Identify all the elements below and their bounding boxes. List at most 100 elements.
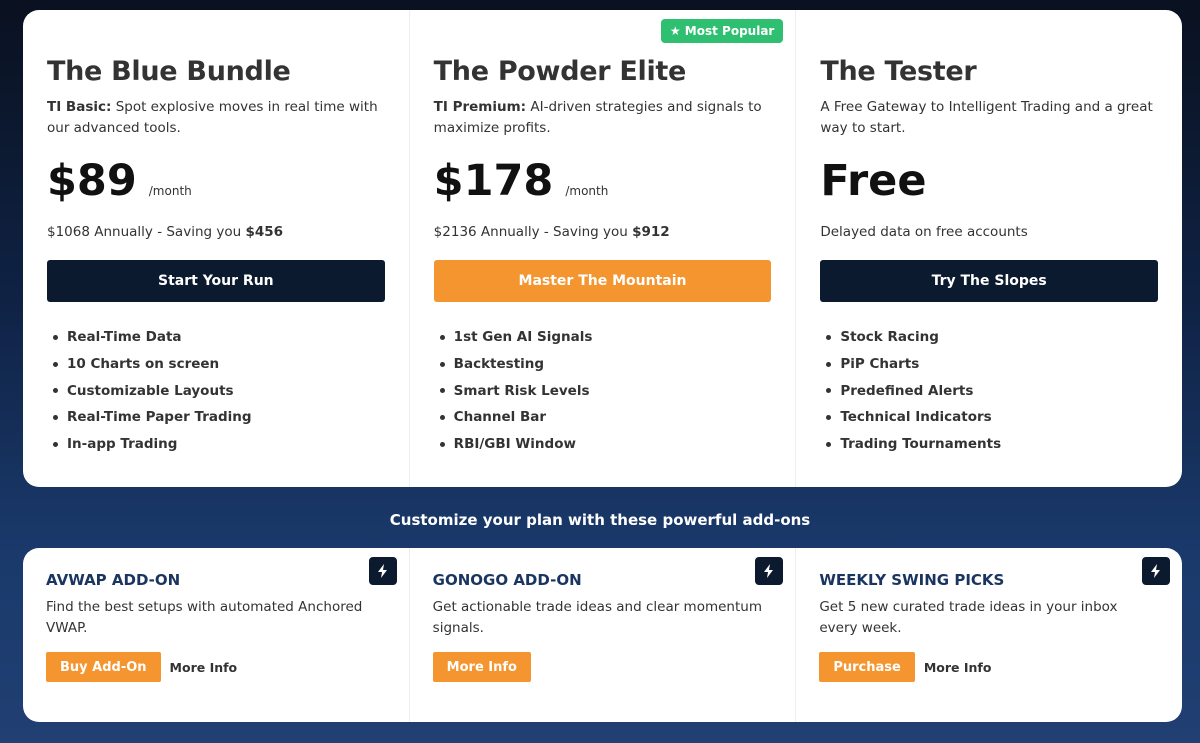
feature-item: Real-Time Data [47, 324, 385, 351]
bullet-icon [826, 441, 832, 447]
addon-description: Get 5 new curated trade ideas in your in… [819, 599, 1118, 636]
annual-price: $2136 Annually - Saving you $912 [434, 224, 772, 244]
plan-title: The Blue Bundle [47, 56, 291, 87]
saving-amount: $912 [632, 224, 670, 240]
feature-label: Predefined Alerts [840, 382, 974, 399]
bullet-icon [826, 388, 832, 394]
feature-label: PiP Charts [840, 356, 920, 373]
try-the-slopes-button[interactable]: Try The Slopes [820, 260, 1159, 302]
feature-item: 10 Charts on screen [47, 351, 385, 378]
addons-heading: Customize your plan with these powerful … [389, 511, 811, 529]
addon-description: Get actionable trade ideas and clear mom… [432, 599, 762, 636]
plan-description: TI Basic: Spot explosive moves in real t… [47, 97, 385, 139]
buy-add-on-button[interactable]: Buy Add-On [46, 652, 161, 682]
most-popular-badge: ★ Most Popular [660, 19, 784, 43]
lightning-icon [755, 557, 784, 585]
bullet-icon [53, 388, 58, 394]
feature-label: Stock Racing [840, 329, 939, 346]
addon-description: Find the best setups with automated Anch… [46, 599, 363, 636]
bullet-icon [53, 414, 58, 420]
plan-powder-elite: ★ Most Popular The Powder Elite TI Premi… [410, 10, 797, 487]
annual-text: $1068 Annually - Saving you [47, 224, 246, 240]
feature-item: RBI/GBI Window [434, 431, 772, 458]
star-icon: ★ [669, 24, 681, 38]
feature-item: Smart Risk Levels [434, 377, 772, 404]
addon-avwap: AVWAP ADD-ON Find the best setups with a… [23, 548, 410, 722]
annual-price: $1068 Annually - Saving you $456 [47, 224, 385, 244]
pricing-card: The Blue Bundle TI Basic: Spot explosive… [23, 10, 1182, 487]
feature-item: PiP Charts [820, 351, 1158, 378]
bullet-icon [53, 441, 58, 447]
addon-gonogo: GONOGO ADD-ON Get actionable trade ideas… [410, 548, 797, 722]
bullet-icon [826, 334, 832, 340]
plan-desc-text: Spot explosive moves in real time with o… [47, 99, 378, 136]
feature-list: Real-Time Data 10 Charts on screen Custo… [47, 324, 385, 457]
price-amount: $89 [47, 156, 137, 206]
addon-actions: Buy Add-On More Info [46, 652, 386, 682]
addon-actions: Purchase More Info [819, 652, 1159, 682]
plan-title: The Powder Elite [433, 56, 687, 87]
feature-label: RBI/GBI Window [453, 436, 576, 453]
feature-list: 1st Gen AI Signals Backtesting Smart Ris… [434, 324, 772, 457]
bullet-icon [826, 414, 832, 420]
bullet-icon [439, 361, 445, 367]
plan-price: Free [820, 156, 1158, 214]
lightning-icon [1142, 557, 1171, 585]
feature-item: Trading Tournaments [820, 431, 1158, 458]
feature-label: Technical Indicators [840, 409, 992, 426]
feature-item: Real-Time Paper Trading [47, 404, 385, 431]
more-info-link[interactable]: More Info [169, 659, 238, 675]
feature-item: Stock Racing [820, 324, 1158, 351]
feature-item: Customizable Layouts [47, 377, 385, 404]
feature-label: Trading Tournaments [840, 436, 1002, 453]
feature-item: In-app Trading [47, 431, 385, 458]
feature-label: Real-Time Paper Trading [67, 409, 252, 426]
saving-amount: $456 [245, 224, 284, 240]
bullet-icon [439, 414, 445, 420]
price-amount: Free [820, 156, 927, 206]
master-the-mountain-button[interactable]: Master The Mountain [433, 260, 772, 302]
bullet-icon [439, 388, 445, 394]
addon-title: GONOGO ADD-ON [432, 571, 582, 589]
addons-card: AVWAP ADD-ON Find the best setups with a… [23, 548, 1182, 722]
purchase-button[interactable]: Purchase [819, 652, 915, 682]
plan-price: $89/month [47, 156, 385, 214]
price-period: /month [565, 184, 609, 198]
plan-tier: TI Basic: [47, 99, 112, 115]
bullet-icon [439, 334, 445, 340]
feature-label: 1st Gen AI Signals [453, 329, 593, 346]
feature-label: Channel Bar [453, 409, 547, 426]
feature-item: 1st Gen AI Signals [434, 324, 772, 351]
addon-title: AVWAP ADD-ON [46, 571, 181, 589]
more-info-button[interactable]: More Info [432, 652, 531, 682]
feature-label: Smart Risk Levels [453, 382, 590, 399]
feature-label: Customizable Layouts [67, 382, 234, 399]
plan-price: $178/month [434, 156, 772, 214]
feature-item: Technical Indicators [820, 404, 1158, 431]
plan-desc-text: AI-driven strategies and signals to maxi… [433, 99, 762, 136]
bullet-icon [439, 441, 445, 447]
delayed-data-note: Delayed data on free accounts [820, 224, 1028, 240]
bullet-icon [826, 361, 832, 367]
feature-item: Backtesting [434, 351, 772, 378]
annual-text: $2136 Annually - Saving you [433, 224, 633, 240]
badge-label: Most Popular [684, 24, 775, 38]
feature-label: Real-Time Data [67, 329, 182, 346]
addon-weekly-swing-picks: WEEKLY SWING PICKS Get 5 new curated tra… [796, 548, 1182, 722]
price-amount: $178 [433, 156, 554, 206]
feature-item: Predefined Alerts [820, 377, 1158, 404]
plan-tier: TI Premium: [433, 99, 527, 115]
start-your-run-button[interactable]: Start Your Run [47, 260, 385, 302]
bullet-icon [53, 334, 58, 340]
plan-title: The Tester [820, 56, 977, 87]
more-info-link[interactable]: More Info [923, 659, 992, 675]
plan-description: A Free Gateway to Intelligent Trading an… [820, 99, 1153, 136]
feature-label: Backtesting [453, 356, 545, 373]
feature-label: In-app Trading [67, 436, 178, 453]
addon-title: WEEKLY SWING PICKS [819, 571, 1005, 589]
lightning-icon [368, 557, 397, 585]
feature-item: Channel Bar [434, 404, 772, 431]
plan-description: TI Premium: AI-driven strategies and sig… [434, 97, 772, 139]
addon-actions: More Info [432, 652, 773, 682]
feature-list: Stock Racing PiP Charts Predefined Alert… [820, 324, 1158, 457]
